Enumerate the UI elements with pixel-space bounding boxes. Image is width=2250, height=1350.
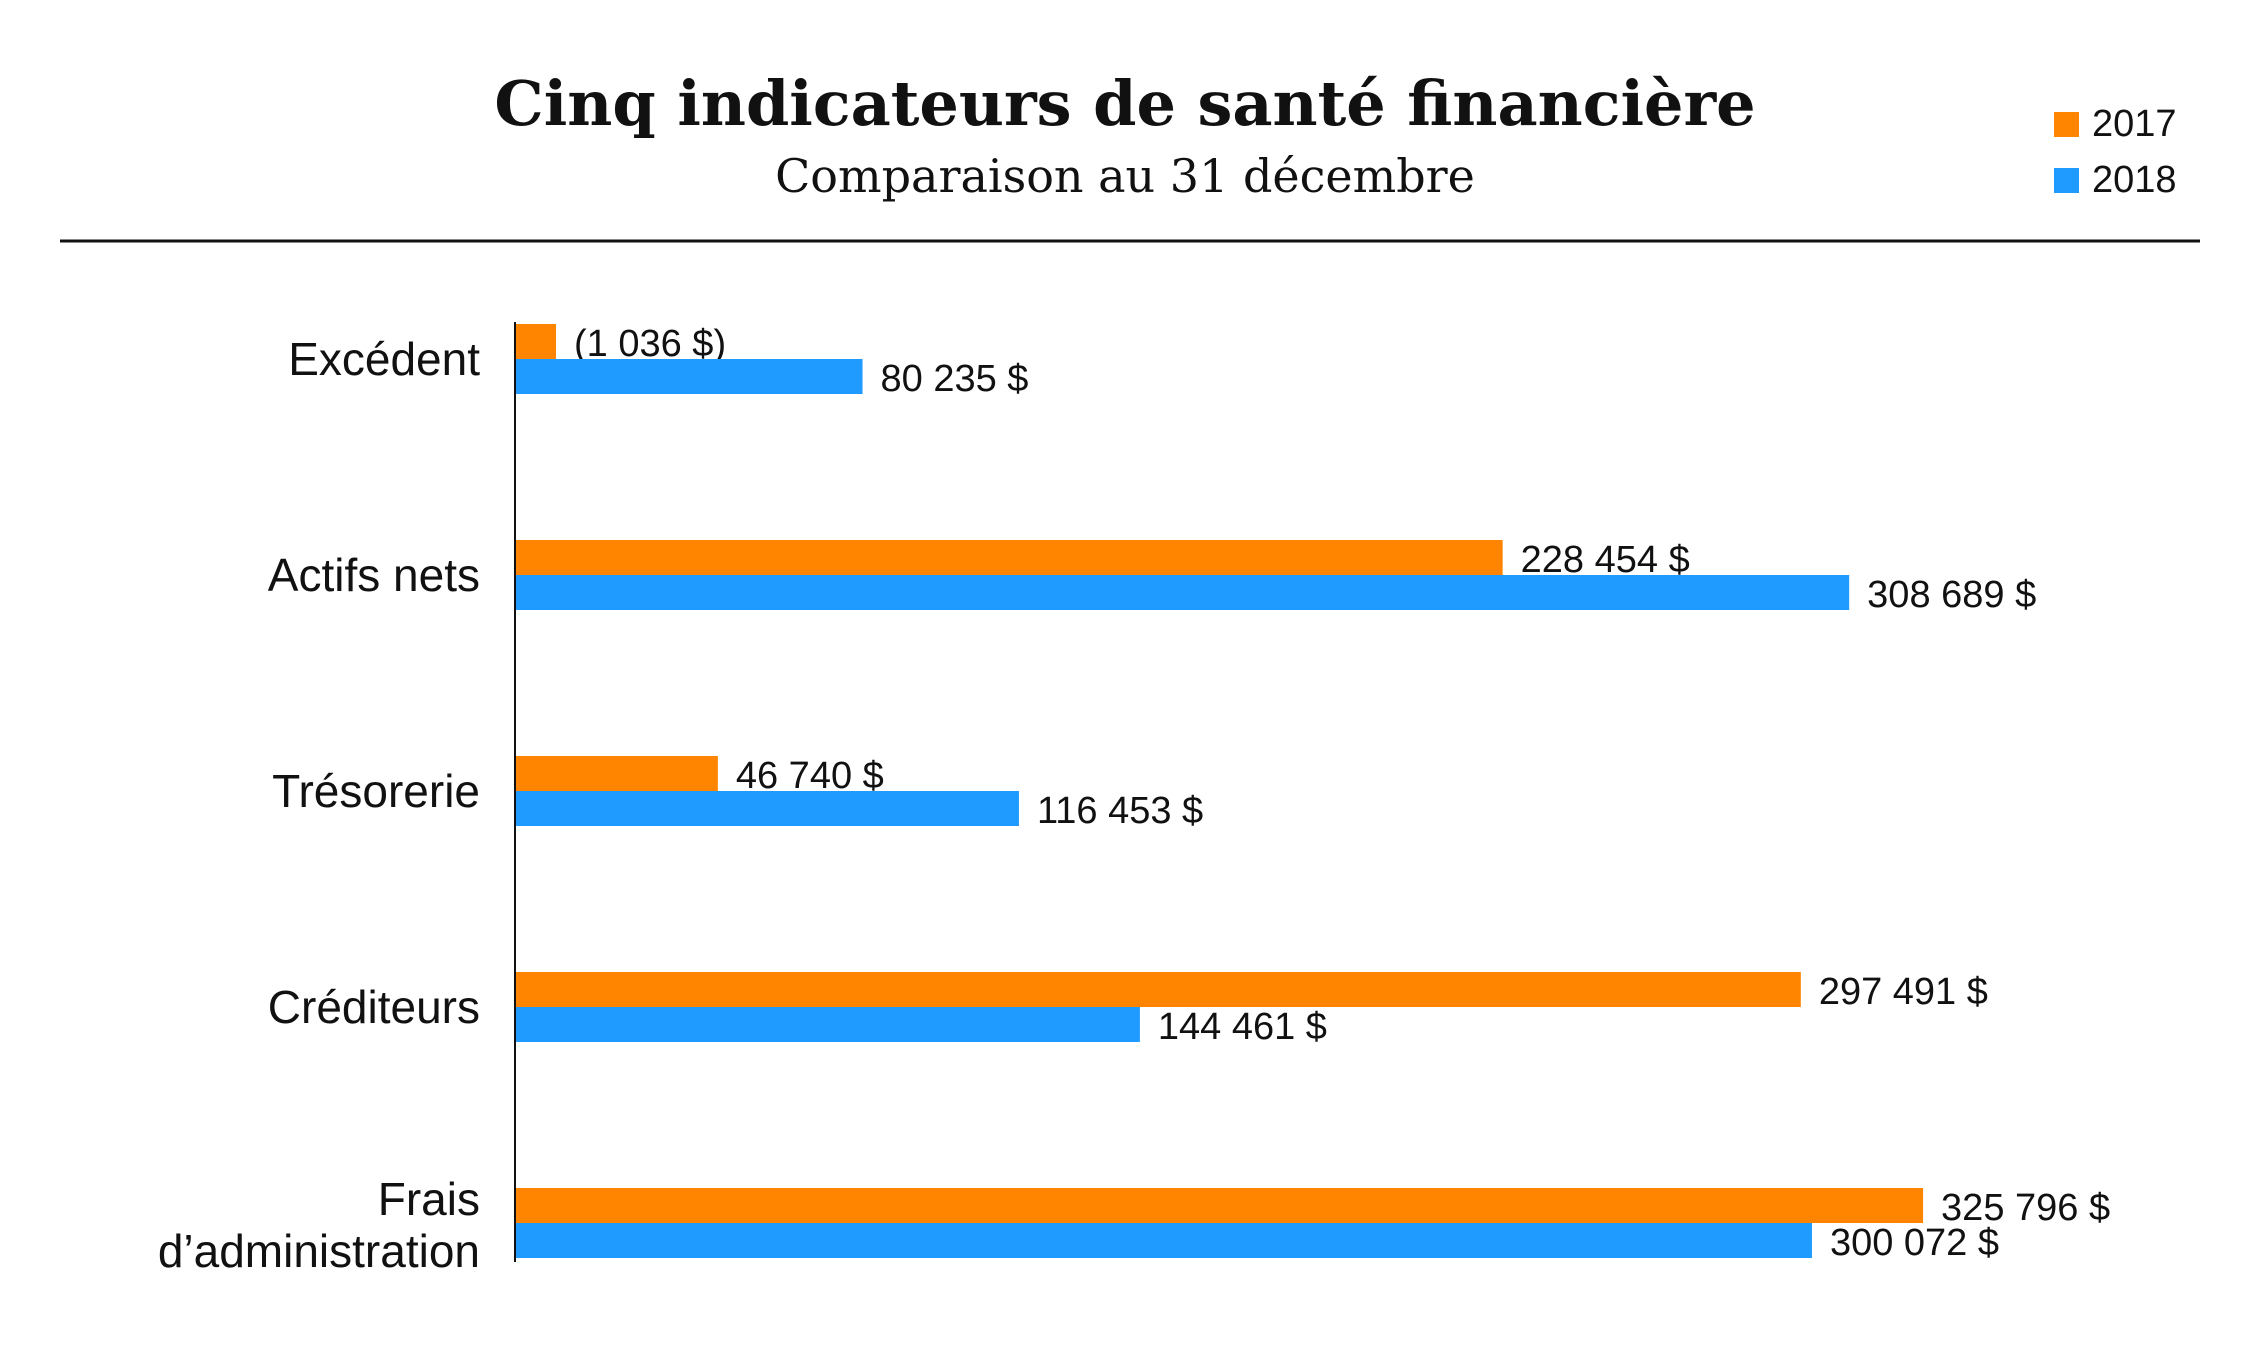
plot-area: Excédent (1 036 $) 80 235 $ Actifs nets 228 … [158,322,2110,1277]
category-label: Excédent [288,333,480,385]
bar-2017-4 [516,972,1801,1007]
bar-2017-1 [516,324,556,359]
data-label: 308 689 $ [1867,574,2036,616]
bar-2018-1 [516,359,863,394]
bar-2018-3 [516,791,1019,826]
bar-2018-5 [516,1223,1812,1258]
category-label: Frais d’administration [158,1173,480,1277]
legend-label: 2018 [2092,159,2177,201]
data-label: 46 740 $ [736,755,884,797]
bar-2017-2 [516,540,1503,575]
data-label: 116 453 $ [1037,790,1203,832]
data-label: 144 461 $ [1158,1006,1327,1048]
data-label: 80 235 $ [881,358,1029,400]
legend: 2017 2018 [2054,103,2177,201]
data-label: (1 036 $) [574,323,726,365]
legend-swatch-2018 [2054,168,2079,193]
category-label: Trésorerie [272,765,480,817]
bar-2018-4 [516,1007,1140,1042]
legend-swatch-2017 [2054,112,2079,137]
bar-2018-2 [516,575,1850,610]
legend-label: 2017 [2092,103,2177,145]
data-label: 325 796 $ [1941,1187,2110,1229]
bar-2017-5 [516,1188,1924,1223]
data-label: 297 491 $ [1819,971,1988,1013]
data-label: 228 454 $ [1521,539,1690,581]
category-label: Créditeurs [268,981,480,1033]
chart-subtitle: Comparaison au 31 décembre [775,149,1475,203]
chart-title: Cinq indicateurs de santé financière [494,67,1755,140]
category-label: Actifs nets [268,549,480,601]
data-label: 300 072 $ [1830,1222,1999,1264]
bar-2017-3 [516,756,718,791]
